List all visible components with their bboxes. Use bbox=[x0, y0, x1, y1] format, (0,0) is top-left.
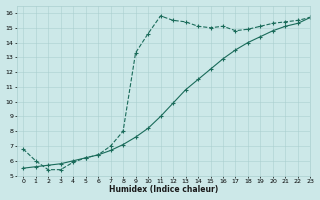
X-axis label: Humidex (Indice chaleur): Humidex (Indice chaleur) bbox=[109, 185, 218, 194]
